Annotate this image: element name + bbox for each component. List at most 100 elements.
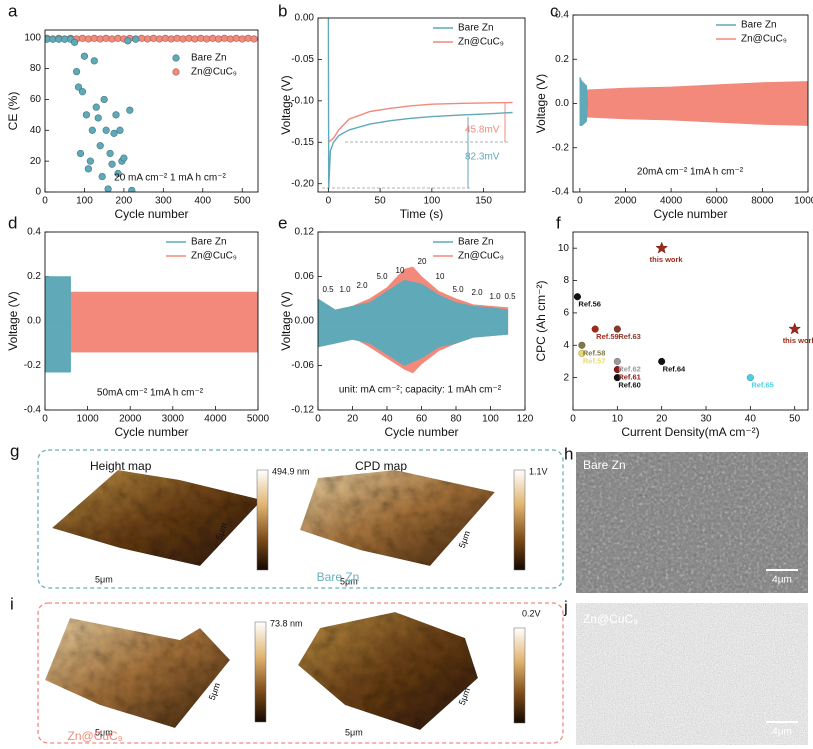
point — [143, 35, 152, 43]
x-axis-title: Cycle number — [114, 425, 188, 439]
rate-label: 10 — [396, 266, 405, 275]
x-tick-label: 20 — [656, 414, 668, 425]
point — [104, 185, 112, 192]
point — [167, 35, 175, 43]
point — [613, 357, 621, 366]
rate-label: 0.5 — [322, 285, 334, 294]
plot-area — [327, 18, 513, 188]
b-guides — [322, 103, 508, 189]
point-label: Ref.65 — [751, 381, 774, 390]
point — [203, 35, 211, 43]
plot-frame — [44, 29, 259, 193]
x-tick-label: 1000 — [76, 414, 99, 425]
axis-label: 5μm — [345, 727, 363, 737]
y-tick-label: 0.06 — [295, 271, 315, 282]
panel-letter: d — [8, 213, 17, 232]
plot-area — [573, 241, 802, 382]
point — [173, 34, 181, 42]
line — [327, 101, 513, 143]
point — [578, 341, 586, 349]
point — [94, 114, 102, 122]
point-label: Ref.62 — [618, 364, 641, 373]
point — [102, 126, 110, 134]
rate-label: 2.0 — [471, 288, 483, 297]
panel-frame — [37, 602, 564, 744]
point — [98, 172, 106, 181]
y-tick-label: -0.12 — [291, 405, 314, 416]
point — [96, 35, 104, 43]
sample-label: Bare Zn — [583, 458, 626, 472]
x-tick-label: 2000 — [614, 196, 637, 207]
point — [161, 34, 169, 42]
chart-e: e 0 20 40 60 80 100 120 -0.12 -0.06 0.00 0.06 0.12 Cy… — [278, 213, 534, 439]
x-axis-title: Time (s) — [400, 207, 444, 221]
x-tick-label: 10 — [612, 414, 624, 425]
cpd-surface — [298, 612, 478, 730]
x-tick-label: 3000 — [162, 414, 185, 425]
rate-label: 1.0 — [339, 285, 351, 294]
point-label: Ref.61 — [618, 373, 641, 382]
map-title: CPD map — [355, 459, 407, 473]
scale-bar-label: 4μm — [772, 575, 792, 586]
map-title: Height map — [90, 459, 152, 473]
point — [72, 68, 81, 76]
point — [76, 149, 85, 158]
y-tick-label: 6 — [563, 308, 569, 319]
y-tick-label: 0.00 — [295, 13, 315, 24]
panel-letter: j — [563, 597, 568, 616]
band — [579, 81, 808, 104]
x-tick-label: 300 — [155, 196, 172, 207]
x-tick-label: 0 — [42, 414, 48, 425]
plot-frame — [572, 231, 809, 411]
plot-frame — [317, 231, 526, 411]
point — [591, 325, 599, 333]
x-tick-label: 100 — [76, 196, 93, 207]
x-tick-label: 80 — [450, 414, 462, 425]
y-tick-label: 0.4 — [555, 10, 569, 21]
chart-b: b 0 50 100 150 -0.20 -0.15 -0.10 -0.05 0.00 Time (… — [278, 1, 526, 221]
y-tick-label: -0.2 — [24, 360, 42, 371]
point — [114, 169, 122, 178]
x-axis-title: Cycle number — [114, 207, 188, 221]
point-label: this work — [650, 255, 684, 264]
y-tick-label: 0.12 — [295, 227, 315, 238]
sample-label: Bare Zn — [317, 570, 360, 584]
point-label: Ref.64 — [663, 364, 686, 373]
point — [82, 111, 91, 119]
point — [108, 35, 116, 43]
point — [74, 83, 83, 91]
x-tick-label: 40 — [381, 414, 393, 425]
star-point — [788, 322, 802, 335]
x-tick-label: 0 — [577, 196, 583, 207]
point — [613, 365, 621, 374]
y-tick-label: 0.2 — [27, 271, 41, 282]
point — [55, 35, 63, 43]
scale-max: 494.9 nm — [272, 466, 310, 476]
axis-label: 5μm — [340, 576, 358, 586]
point — [226, 35, 234, 43]
x-axis-title: Current Density(mA cm⁻²) — [621, 425, 759, 439]
band — [45, 291, 258, 322]
point — [128, 186, 136, 192]
rate-label: 2.0 — [356, 281, 368, 290]
y-axis-title: Voltage (V) — [279, 291, 293, 350]
point — [102, 34, 110, 42]
point — [86, 157, 94, 165]
x-tick-label: 500 — [234, 196, 251, 207]
scale-max: 73.8 nm — [270, 618, 303, 628]
band — [579, 76, 589, 104]
plot-frame — [317, 17, 526, 193]
sample-label: Zn@CuC₉ — [68, 729, 123, 743]
y-tick-label: 10 — [558, 243, 570, 254]
y-axis-title: Voltage (V) — [279, 75, 293, 134]
legend-label: Zn@CuC₉ — [458, 251, 504, 262]
cpd-surface — [300, 470, 495, 566]
x-tick-label: 40 — [745, 414, 757, 425]
point — [209, 34, 217, 42]
band — [45, 276, 71, 322]
x-tick-label: 100 — [424, 196, 441, 207]
point — [573, 293, 581, 301]
y-tick-label: 4 — [563, 340, 569, 351]
panel-letter: f — [556, 213, 561, 232]
